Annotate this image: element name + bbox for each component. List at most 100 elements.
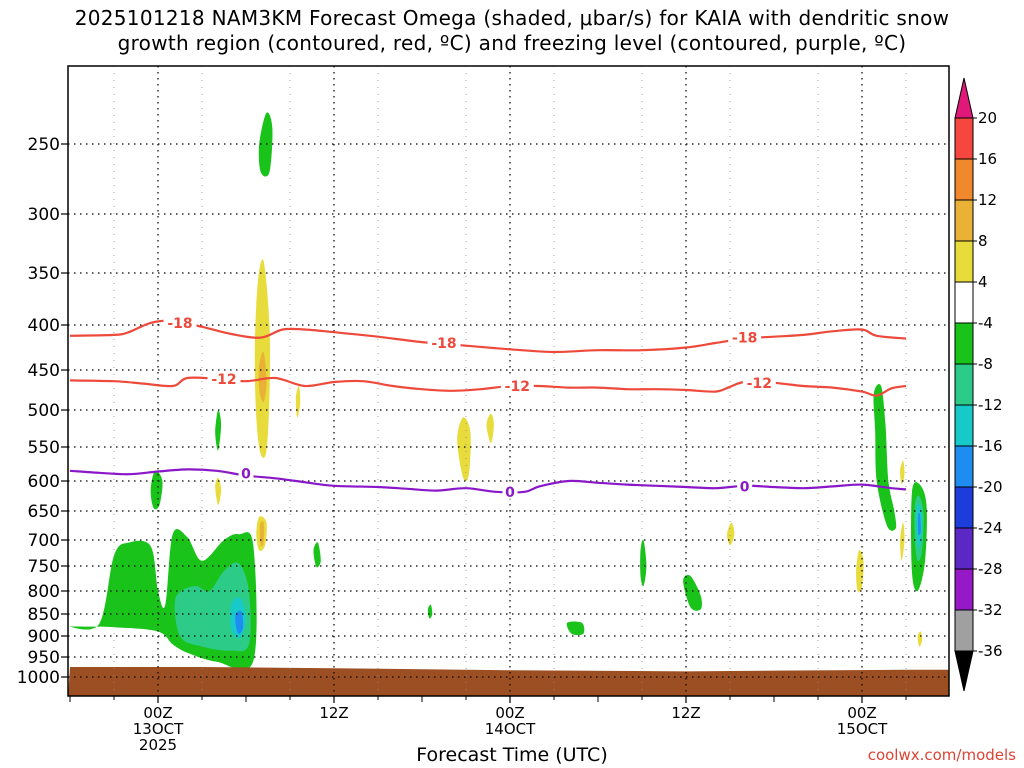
contour-label-bg-1-0 xyxy=(207,370,241,386)
y-tick-label-300: 300 xyxy=(28,205,60,225)
colorbar-box-8 xyxy=(954,445,974,488)
colorbar-label-2: 12 xyxy=(978,191,997,209)
omega-region-14 xyxy=(427,604,433,619)
colorbar-box-0 xyxy=(954,117,974,160)
colorbar-box-11 xyxy=(954,568,974,611)
omega-region-5 xyxy=(258,351,267,403)
colorbar-box-2 xyxy=(954,199,974,242)
omega-region-19 xyxy=(683,575,702,611)
colorbar-arrow-top xyxy=(954,77,974,119)
colorbar-label-10: -24 xyxy=(978,519,1003,537)
omega-shading xyxy=(69,112,927,671)
colorbar-label-13: -36 xyxy=(978,642,1003,660)
y-tick-label-450: 450 xyxy=(28,361,60,381)
contour-label-2-0: 0 xyxy=(241,467,251,483)
omega-region-12 xyxy=(295,385,301,418)
y-tick-label-750: 750 xyxy=(28,557,60,577)
colorbar-label-4: 4 xyxy=(978,273,988,291)
omega-region-10 xyxy=(215,409,222,451)
y-tick-label-250: 250 xyxy=(28,135,60,155)
omega-region-23 xyxy=(900,460,905,485)
contour-label-2-1: 0 xyxy=(505,485,515,501)
y-tick-label-850: 850 xyxy=(28,605,60,625)
contour-label-2-2: 0 xyxy=(740,479,750,495)
colorbar-box-1 xyxy=(954,158,974,201)
omega-region-29 xyxy=(917,631,923,647)
contour-label-bg-1-1 xyxy=(500,378,534,393)
contour-label-0-0: -18 xyxy=(167,316,192,332)
omega-region-28 xyxy=(917,512,921,536)
x-tick-label-24-0: 00Z xyxy=(495,704,524,722)
colorbar-label-6: -8 xyxy=(978,355,993,373)
colorbar-box-9 xyxy=(954,486,974,529)
x-tick-label-48-0: 00Z xyxy=(847,704,876,722)
contour-label-1-0: -12 xyxy=(211,372,236,388)
contour-label-bg-0-0 xyxy=(163,314,197,330)
colorbar-label-11: -28 xyxy=(978,560,1003,578)
omega-region-3 xyxy=(235,610,244,634)
x-tick-label-0-1: 13OCT xyxy=(133,720,184,738)
colorbar-label-8: -16 xyxy=(978,437,1003,455)
omega-region-22 xyxy=(873,384,897,531)
y-tick-label-600: 600 xyxy=(28,472,60,492)
omega-region-8 xyxy=(258,112,273,177)
colorbar-box-12 xyxy=(954,609,974,652)
x-tick-label-0-2: 2025 xyxy=(139,736,177,754)
contour-label-0-2: -18 xyxy=(732,331,757,347)
x-tick-label-36-0: 12Z xyxy=(671,704,700,722)
credit-text: coolwx.com/models xyxy=(867,746,1016,764)
x-tick-label-12-0: 12Z xyxy=(319,704,348,722)
colorbar-label-12: -32 xyxy=(978,601,1003,619)
contour-line-1 xyxy=(69,376,907,397)
y-tick-label-350: 350 xyxy=(28,264,60,284)
colorbar-box-5 xyxy=(954,322,974,365)
x-axis-title: Forecast Time (UTC) xyxy=(416,744,608,766)
contour-label-bg-0-2 xyxy=(728,329,762,345)
omega-region-11 xyxy=(215,477,222,506)
omega-region-24 xyxy=(900,522,905,561)
chart-title: 2025101218 NAM3KM Forecast Omega (shaded… xyxy=(0,6,1024,56)
terrain-layer xyxy=(68,667,949,696)
contour-label-bg-2-0 xyxy=(238,465,254,481)
omega-region-15 xyxy=(457,417,471,482)
omega-region-18 xyxy=(640,539,647,587)
y-tick-label-900: 900 xyxy=(28,627,60,647)
colorbar: 20 16 12 8 4 -4 -8 -12 -16 -20 -24 -28 -32 -36 xyxy=(954,77,1003,692)
colorbar-label-7: -12 xyxy=(978,396,1003,414)
colorbar-label-5: -4 xyxy=(978,314,993,332)
colorbar-label-0: 20 xyxy=(978,109,997,127)
colorbar-label-9: -20 xyxy=(978,478,1003,496)
contour-label-bg-1-2 xyxy=(742,374,776,390)
contour-label-1-2: -12 xyxy=(747,376,772,392)
omega-region-9 xyxy=(150,470,163,510)
y-tick-label-1000: 1000 xyxy=(17,668,60,688)
omega-region-13 xyxy=(313,542,321,568)
y-tick-label-400: 400 xyxy=(28,316,60,336)
y-tick-label-550: 550 xyxy=(28,438,60,458)
y-axis: 2503003504004505005506006507007508008509… xyxy=(17,135,68,688)
x-tick-label-48-1: 15OCT xyxy=(837,720,888,738)
colorbar-label-1: 16 xyxy=(978,150,997,168)
omega-region-16 xyxy=(486,413,494,444)
terrain-fill xyxy=(68,667,949,696)
colorbar-label-3: 8 xyxy=(978,232,988,250)
colorbar-box-10 xyxy=(954,527,974,570)
colorbar-arrow-bottom xyxy=(954,650,974,692)
y-tick-label-800: 800 xyxy=(28,582,60,602)
x-tick-label-24-1: 14OCT xyxy=(485,720,536,738)
contour-label-bg-0-1 xyxy=(427,335,461,350)
omega-region-21 xyxy=(856,550,864,592)
contour-layer: -18 -18 -18 -12 -12 -12 0 0 0 xyxy=(69,314,907,501)
contour-label-bg-2-2 xyxy=(737,478,753,494)
colorbar-box-4 xyxy=(954,281,974,324)
y-tick-label-500: 500 xyxy=(28,401,60,421)
omega-region-20 xyxy=(727,522,735,546)
y-tick-label-950: 950 xyxy=(28,648,60,668)
colorbar-box-3 xyxy=(954,240,974,283)
x-tick-label-0-0: 00Z xyxy=(143,704,172,722)
contour-label-1-1: -12 xyxy=(505,379,530,395)
contour-label-0-1: -18 xyxy=(431,336,456,352)
colorbar-box-7 xyxy=(954,404,974,447)
